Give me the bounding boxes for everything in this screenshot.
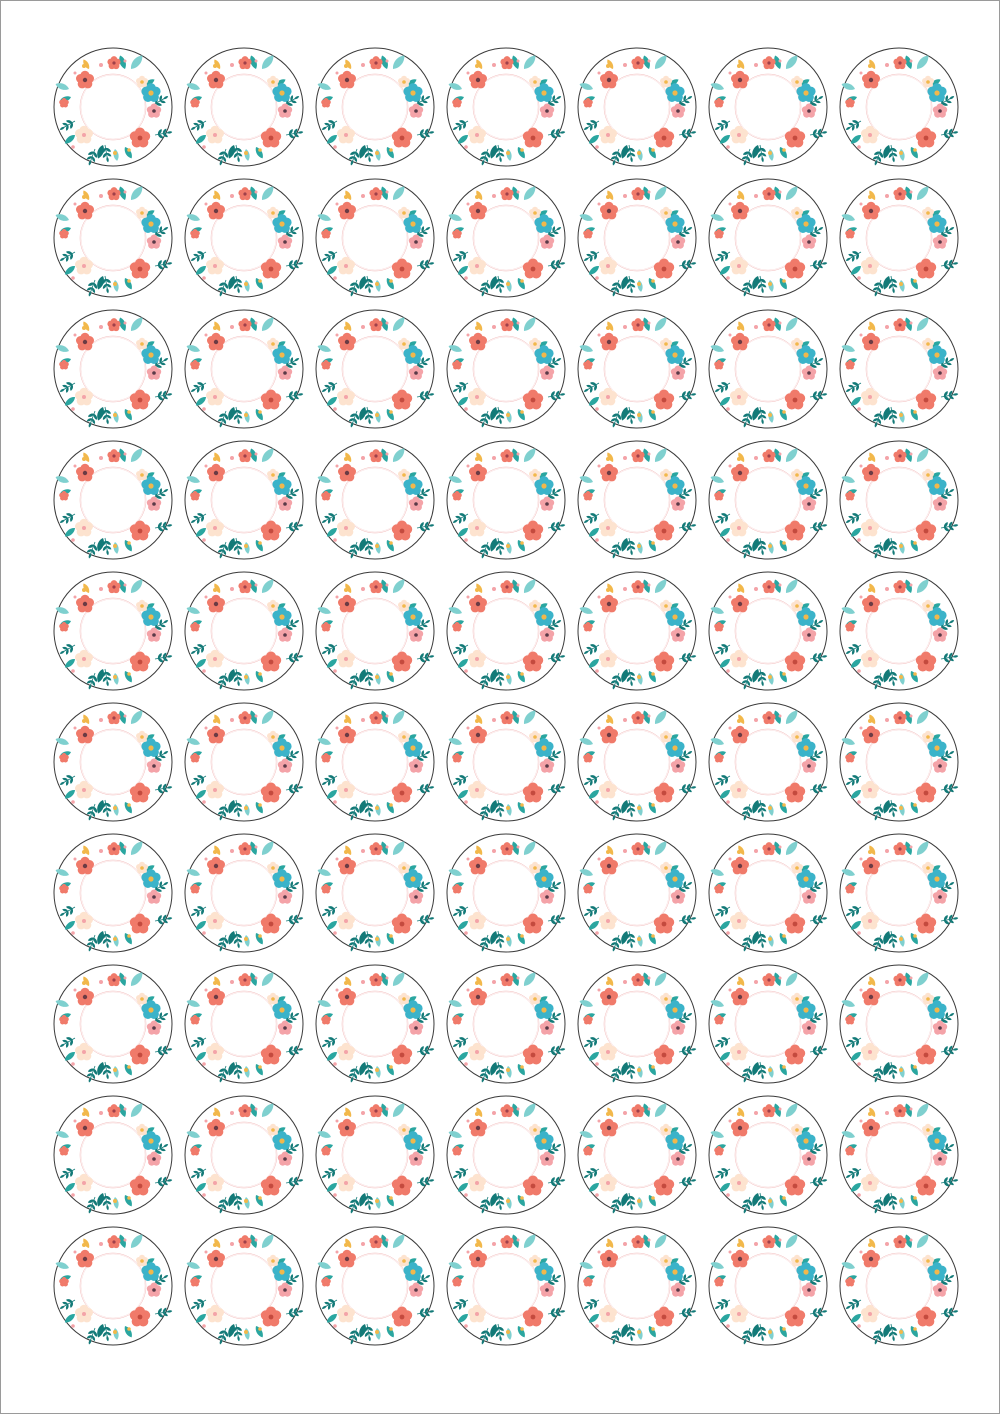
floral-wreath-label bbox=[578, 441, 697, 560]
floral-wreath-label bbox=[840, 1096, 959, 1215]
floral-wreath-label bbox=[54, 834, 173, 953]
floral-wreath-label bbox=[578, 1096, 697, 1215]
floral-wreath-label bbox=[316, 703, 435, 822]
floral-wreath-label bbox=[840, 965, 959, 1084]
floral-wreath-label bbox=[709, 703, 828, 822]
floral-wreath-label bbox=[54, 179, 173, 298]
floral-wreath-label bbox=[447, 441, 566, 560]
floral-wreath-label bbox=[709, 1227, 828, 1346]
floral-wreath-label bbox=[578, 310, 697, 429]
floral-wreath-label bbox=[447, 572, 566, 691]
floral-wreath-label bbox=[447, 1096, 566, 1215]
floral-wreath-label bbox=[54, 1096, 173, 1215]
floral-wreath-label bbox=[185, 572, 304, 691]
floral-wreath-label bbox=[447, 703, 566, 822]
floral-wreath-label bbox=[709, 48, 828, 167]
floral-wreath-label bbox=[185, 965, 304, 1084]
floral-wreath-label bbox=[447, 1227, 566, 1346]
floral-wreath-label bbox=[54, 965, 173, 1084]
floral-wreath-label bbox=[578, 703, 697, 822]
floral-wreath-label bbox=[578, 572, 697, 691]
floral-wreath-label bbox=[840, 572, 959, 691]
floral-wreath-label bbox=[578, 834, 697, 953]
floral-wreath-label bbox=[447, 834, 566, 953]
floral-wreath-label bbox=[709, 441, 828, 560]
floral-wreath-label bbox=[185, 703, 304, 822]
floral-wreath-label bbox=[578, 48, 697, 167]
floral-wreath-label bbox=[709, 1096, 828, 1215]
floral-wreath-label bbox=[709, 310, 828, 429]
floral-wreath-label bbox=[709, 572, 828, 691]
floral-wreath-label bbox=[578, 179, 697, 298]
floral-wreath-label bbox=[185, 1227, 304, 1346]
floral-wreath-label bbox=[316, 441, 435, 560]
floral-wreath-label bbox=[447, 965, 566, 1084]
floral-wreath-label bbox=[54, 441, 173, 560]
floral-wreath-label bbox=[54, 48, 173, 167]
floral-wreath-label bbox=[54, 703, 173, 822]
floral-wreath-label bbox=[447, 179, 566, 298]
floral-wreath-label bbox=[316, 179, 435, 298]
floral-wreath-label bbox=[54, 310, 173, 429]
floral-wreath-label bbox=[185, 834, 304, 953]
floral-wreath-label bbox=[185, 1096, 304, 1215]
floral-wreath-label bbox=[316, 48, 435, 167]
floral-wreath-label bbox=[709, 179, 828, 298]
floral-wreath-label bbox=[840, 834, 959, 953]
floral-wreath-label bbox=[185, 310, 304, 429]
floral-wreath-label bbox=[840, 1227, 959, 1346]
floral-wreath-label bbox=[316, 965, 435, 1084]
floral-wreath-label bbox=[316, 1227, 435, 1346]
floral-wreath-label bbox=[840, 703, 959, 822]
floral-wreath-label bbox=[709, 965, 828, 1084]
floral-wreath-label bbox=[447, 48, 566, 167]
floral-wreath-label bbox=[840, 310, 959, 429]
floral-wreath-label bbox=[840, 179, 959, 298]
floral-wreath-label bbox=[54, 1227, 173, 1346]
floral-wreath-label bbox=[840, 48, 959, 167]
floral-wreath-label bbox=[185, 441, 304, 560]
floral-wreath-label bbox=[316, 572, 435, 691]
floral-wreath-label bbox=[578, 965, 697, 1084]
floral-wreath-label bbox=[316, 310, 435, 429]
floral-wreath-label bbox=[54, 572, 173, 691]
floral-wreath-label bbox=[185, 48, 304, 167]
floral-wreath-label bbox=[185, 179, 304, 298]
floral-wreath-label bbox=[316, 834, 435, 953]
floral-wreath-label bbox=[316, 1096, 435, 1215]
floral-wreath-label bbox=[447, 310, 566, 429]
floral-wreath-label bbox=[840, 441, 959, 560]
floral-wreath-label bbox=[709, 834, 828, 953]
floral-wreath-label bbox=[578, 1227, 697, 1346]
